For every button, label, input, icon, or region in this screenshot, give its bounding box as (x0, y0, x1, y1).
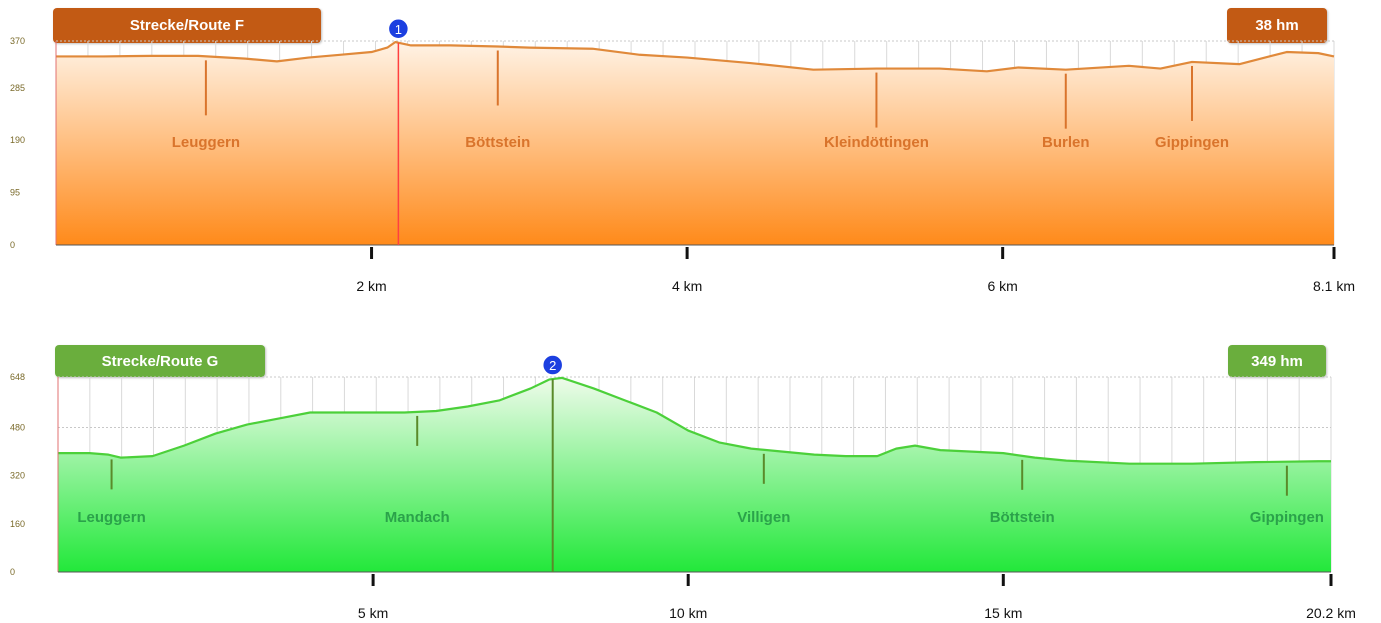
place-label: Gippingen (1250, 509, 1324, 526)
y-tick-label: 160 (10, 519, 25, 529)
place-label: Mandach (385, 509, 450, 526)
summit-marker-label: 1 (395, 22, 402, 37)
elevation-line (56, 41, 1335, 73)
x-tick-label: 2 km (356, 278, 386, 294)
x-tick-label: 15 km (984, 605, 1022, 621)
y-tick-label: 320 (10, 471, 25, 481)
x-tick-label: 6 km (987, 278, 1017, 294)
place-label: Leuggern (77, 509, 145, 526)
route-g-elevation-chart: 0 160 320 480 648 5 km 10 km 15 km 20.2 km Leugge… (10, 354, 1356, 621)
place-label: Villigen (737, 509, 790, 526)
place-label: Böttstein (990, 509, 1055, 526)
place-label: Böttstein (465, 134, 530, 151)
place-label: Kleindöttingen (824, 134, 929, 151)
place-label: Burlen (1042, 134, 1090, 151)
summit-marker-icon (387, 18, 410, 40)
y-tick-label: 648 (10, 372, 25, 382)
route-f-title: Strecke/Route F (53, 8, 321, 43)
elevation-area (56, 42, 1334, 245)
route-g-elevation-gain: 349 hm (1228, 345, 1326, 377)
summit-marker-label: 2 (549, 358, 556, 373)
y-tick-label: 480 (10, 423, 25, 433)
place-label: Leuggern (172, 134, 240, 151)
route-f-panel: Strecke/Route F 38 hm 0 95 190 285 370 2 km 4 … (0, 0, 1381, 305)
route-f-elevation-gain: 38 hm (1227, 8, 1327, 43)
elevation-line (58, 376, 1331, 465)
elevation-area (58, 377, 1331, 572)
x-tick-label: 4 km (672, 278, 702, 294)
x-tick-label: 10 km (669, 605, 707, 621)
x-tick-label: 20.2 km (1306, 605, 1356, 621)
y-tick-label: 190 (10, 135, 25, 145)
route-g-title: Strecke/Route G (55, 345, 265, 377)
x-tick-label: 5 km (358, 605, 388, 621)
y-tick-label: 0 (10, 567, 15, 577)
y-tick-label: 285 (10, 83, 25, 93)
route-f-elevation-chart: 0 95 190 285 370 2 km 4 km 6 km 8.1 km Leuggern Bö… (10, 18, 1355, 294)
x-tick-label: 8.1 km (1313, 278, 1355, 294)
y-tick-label: 0 (10, 240, 15, 250)
route-g-panel: Strecke/Route G 349 hm 0 160 320 480 648 5 km… (0, 340, 1381, 623)
summit-marker-icon (541, 354, 564, 376)
y-tick-label: 95 (10, 188, 20, 198)
y-tick-label: 370 (10, 36, 25, 46)
place-label: Gippingen (1155, 134, 1229, 151)
